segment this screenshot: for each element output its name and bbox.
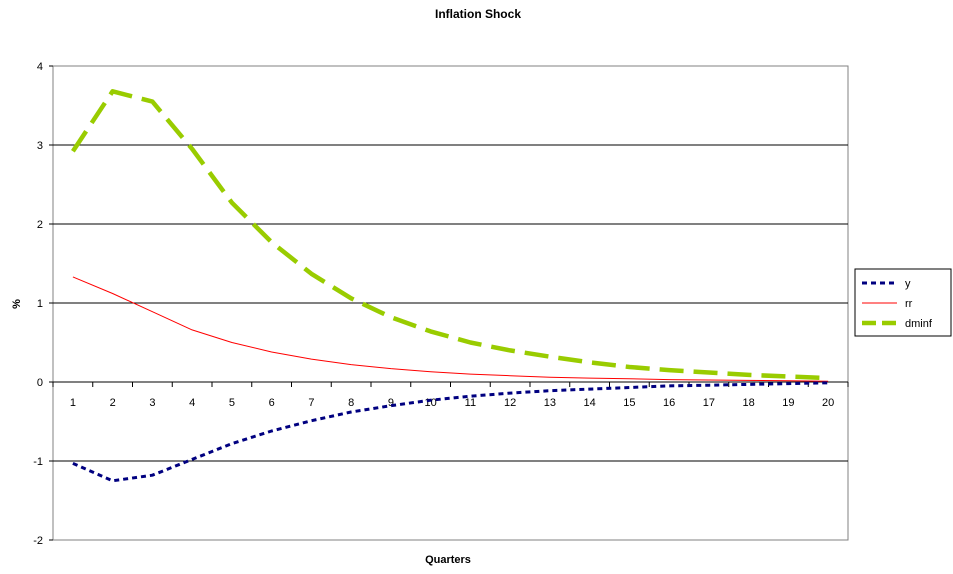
legend: y rr dminf	[862, 278, 933, 330]
x-axis-label: Quarters	[425, 554, 471, 566]
legend-label-y: y	[905, 278, 911, 290]
y-tick-label: -1	[33, 456, 43, 468]
x-tick-label: 4	[189, 397, 195, 409]
y-tick-label: -2	[33, 535, 43, 547]
x-tick-label: 2	[110, 397, 116, 409]
x-tick-label: 17	[703, 397, 715, 409]
x-tick-label: 9	[388, 397, 394, 409]
x-tick-label: 15	[623, 397, 635, 409]
x-tick-label: 7	[308, 397, 314, 409]
x-tick-label: 11	[465, 397, 476, 409]
x-tick-label: 1	[70, 397, 76, 409]
series-line-rr	[72, 276, 829, 382]
x-tick-label: 16	[663, 397, 675, 409]
x-tick-label: 14	[584, 397, 596, 409]
gridlines	[53, 144, 848, 462]
x-tick-label: 3	[149, 397, 155, 409]
series-line-dminf	[71, 89, 829, 381]
x-tick-label: 20	[822, 397, 834, 409]
y-axis-ticks: -2 -1 0 1 2 3 4	[33, 61, 53, 547]
x-tick-label: 19	[782, 397, 794, 409]
y-tick-label: 1	[37, 298, 43, 310]
x-tick-label: 18	[743, 397, 755, 409]
chart-title: Inflation Shock	[435, 7, 521, 21]
y-tick-label: 4	[37, 61, 43, 73]
x-axis-ticks: 1 2 3 4 5 6 7 8 9 10 11 12 13 14 15 16 17 18 19 20	[52, 381, 849, 409]
x-tick-label: 12	[504, 397, 516, 409]
legend-label-rr: rr	[905, 298, 913, 310]
x-tick-label: 8	[348, 397, 354, 409]
series-layer	[71, 89, 829, 483]
x-tick-label: 5	[229, 397, 235, 409]
x-tick-label: 13	[544, 397, 556, 409]
x-tick-label: 6	[269, 397, 275, 409]
y-tick-label: 0	[37, 377, 43, 389]
legend-label-dminf: dminf	[905, 318, 933, 330]
y-axis-label: %	[11, 299, 23, 309]
y-tick-label: 2	[37, 219, 43, 231]
y-tick-label: 3	[37, 140, 43, 152]
